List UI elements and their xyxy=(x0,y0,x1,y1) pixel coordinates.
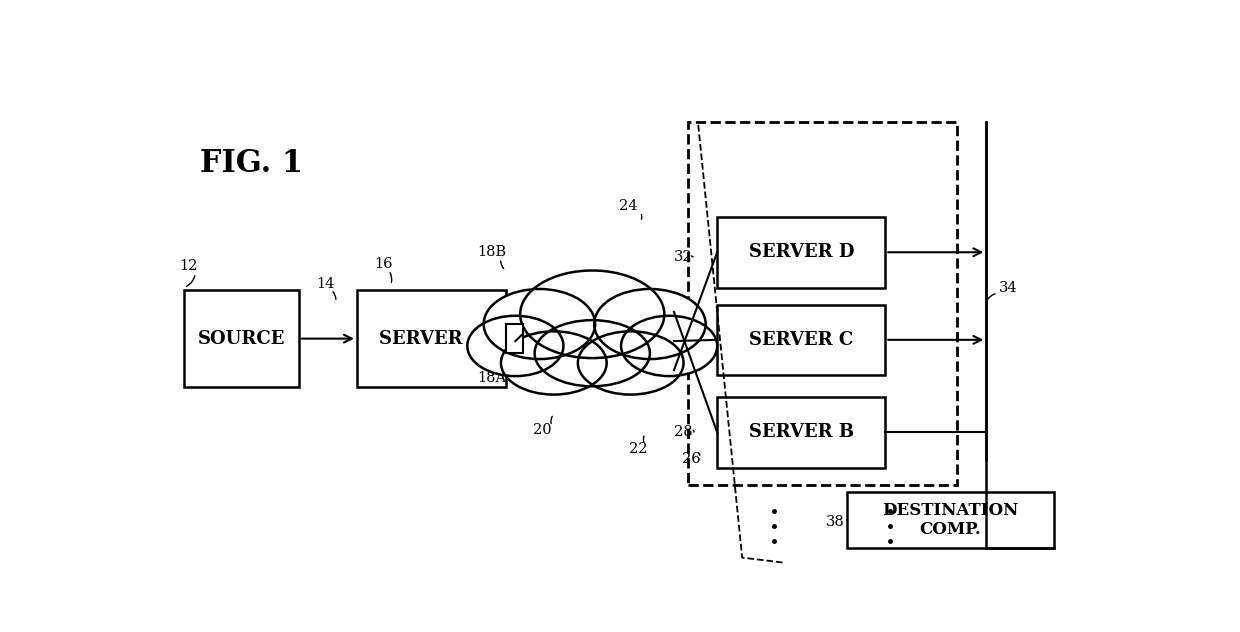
Bar xyxy=(184,290,299,387)
Ellipse shape xyxy=(621,316,717,376)
Text: 22: 22 xyxy=(629,442,647,456)
Bar xyxy=(847,492,1054,548)
Text: 30: 30 xyxy=(675,342,693,356)
Text: 14: 14 xyxy=(316,277,335,291)
Text: SERVER C: SERVER C xyxy=(749,331,853,349)
Text: 28: 28 xyxy=(675,425,693,439)
Bar xyxy=(688,122,957,485)
Text: SOURCE: SOURCE xyxy=(198,330,285,348)
Ellipse shape xyxy=(534,320,650,386)
Bar xyxy=(357,290,506,387)
Ellipse shape xyxy=(484,289,595,359)
Text: SERVER B: SERVER B xyxy=(749,423,854,441)
Ellipse shape xyxy=(594,289,706,359)
Text: 24: 24 xyxy=(619,198,637,212)
Text: 26: 26 xyxy=(682,452,701,466)
Text: 18B: 18B xyxy=(477,245,506,259)
Bar xyxy=(506,324,523,353)
Text: 12: 12 xyxy=(179,260,197,274)
Ellipse shape xyxy=(501,331,606,394)
Text: 18A: 18A xyxy=(477,372,506,386)
Text: 32: 32 xyxy=(675,250,693,264)
Bar xyxy=(717,217,885,288)
Text: DESTINATION
COMP.: DESTINATION COMP. xyxy=(882,502,1018,538)
Text: SERVER D: SERVER D xyxy=(749,243,854,261)
Ellipse shape xyxy=(521,270,665,358)
Ellipse shape xyxy=(578,331,683,394)
Text: 20: 20 xyxy=(533,423,552,437)
Text: SERVER A: SERVER A xyxy=(379,330,484,348)
Bar xyxy=(717,305,885,375)
Text: 38: 38 xyxy=(826,515,844,529)
Text: 34: 34 xyxy=(998,281,1017,295)
Ellipse shape xyxy=(467,316,563,376)
Bar xyxy=(717,397,885,468)
Text: FIG. 1: FIG. 1 xyxy=(200,148,303,179)
Text: 16: 16 xyxy=(374,257,393,271)
